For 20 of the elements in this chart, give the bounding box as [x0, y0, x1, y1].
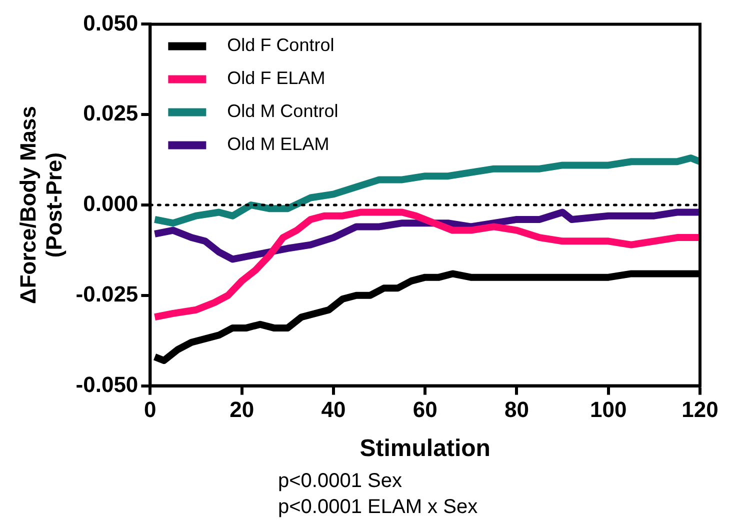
x-tick-label: 40 [321, 397, 346, 422]
x-tick-label: 0 [144, 397, 156, 422]
x-tick-label: 120 [682, 397, 718, 422]
legend-label: Old M ELAM [227, 134, 330, 154]
x-axis-title: Stimulation [360, 435, 490, 462]
x-tick-label: 100 [590, 397, 627, 422]
legend-label: Old M Control [227, 101, 338, 122]
text: p<0.0001 ELAM x Sex [278, 495, 479, 520]
y-tick-label: -0.025 [76, 281, 138, 306]
y-tick-label: 0.000 [83, 191, 138, 216]
legend-label: Old F ELAM [227, 68, 326, 88]
y-tick-label: 0.050 [83, 10, 138, 36]
legend-label: Old F Control [227, 35, 334, 56]
x-tick-label: 20 [230, 397, 254, 422]
y-axis-title: ΔForce/Body Mass (Post-Pre) [15, 106, 67, 304]
x-tick-label: 80 [504, 397, 529, 422]
y-tick-label: 0.025 [83, 100, 138, 126]
x-tick-label: 60 [412, 397, 438, 422]
text: p<0.0001 Sex [278, 469, 403, 494]
y-tick-label: -0.050 [76, 372, 138, 397]
